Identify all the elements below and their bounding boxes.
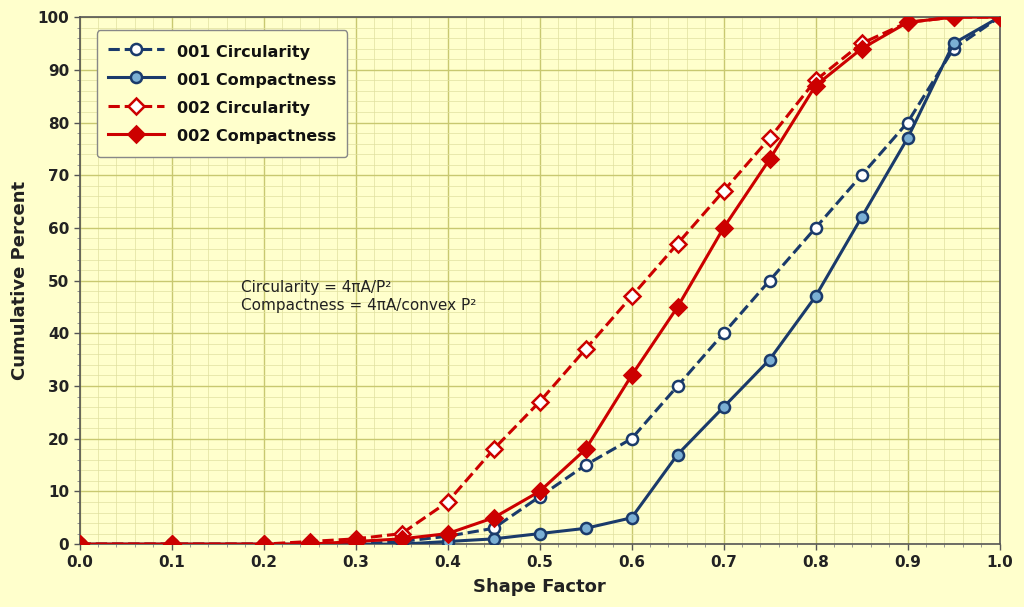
Text: Circularity = 4πA/P²
Compactness = 4πA/convex P²: Circularity = 4πA/P² Compactness = 4πA/c…	[241, 280, 476, 313]
Y-axis label: Cumulative Percent: Cumulative Percent	[11, 181, 29, 380]
X-axis label: Shape Factor: Shape Factor	[473, 578, 606, 596]
Legend: 001 Circularity, 001 Compactness, 002 Circularity, 002 Compactness: 001 Circularity, 001 Compactness, 002 Ci…	[97, 30, 347, 157]
